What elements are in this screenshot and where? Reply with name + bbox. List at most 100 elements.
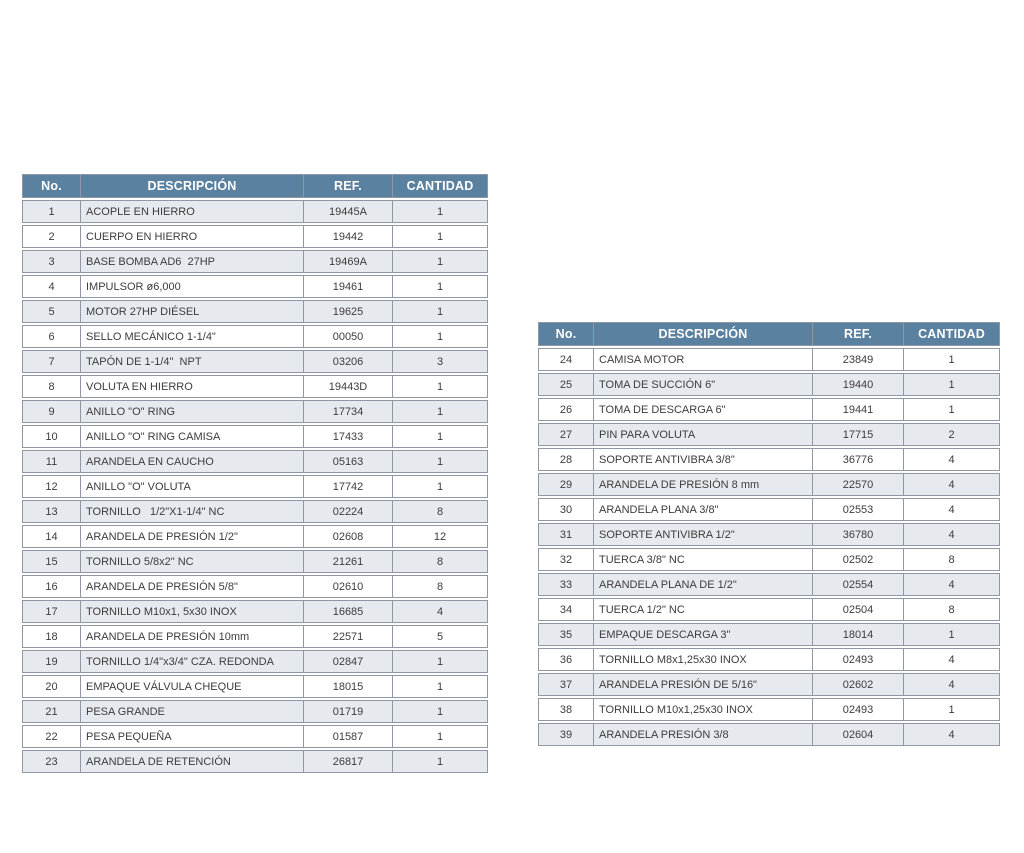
cell-no: 37 xyxy=(538,673,594,696)
parts-table-items-24-39: No. DESCRIPCIÓN REF. CANTIDAD 24 CAMISA MOTO… xyxy=(538,320,1000,748)
cell-descripcion: TORNILLO 5/8x2" NC xyxy=(81,550,304,573)
cell-descripcion: TUERCA 3/8" NC xyxy=(594,548,813,571)
column-header-ref: REF. xyxy=(304,174,393,198)
cell-no: 34 xyxy=(538,598,594,621)
cell-cantidad: 1 xyxy=(393,650,488,673)
cell-cantidad: 1 xyxy=(393,400,488,423)
cell-descripcion: SOPORTE ANTIVIBRA 3/8" xyxy=(594,448,813,471)
table-row: 34 TUERCA 1/2" NC 02504 8 xyxy=(538,598,1000,621)
cell-no: 31 xyxy=(538,523,594,546)
cell-descripcion: ARANDELA DE RETENCIÓN xyxy=(81,750,304,773)
table-row: 12 ANILLO "O" VOLUTA 17742 1 xyxy=(22,475,488,498)
cell-ref: 17715 xyxy=(813,423,904,446)
cell-no: 38 xyxy=(538,698,594,721)
cell-no: 4 xyxy=(22,275,81,298)
table-row: 21 PESA GRANDE 01719 1 xyxy=(22,700,488,723)
column-header-cantidad: CANTIDAD xyxy=(904,322,1000,346)
cell-cantidad: 1 xyxy=(393,475,488,498)
column-header-ref: REF. xyxy=(813,322,904,346)
cell-no: 18 xyxy=(22,625,81,648)
cell-descripcion: ARANDELA PLANA 3/8" xyxy=(594,498,813,521)
cell-descripcion: ARANDELA PRESIÓN 3/8 xyxy=(594,723,813,746)
cell-cantidad: 4 xyxy=(904,473,1000,496)
cell-ref: 19442 xyxy=(304,225,393,248)
cell-descripcion: TORNILLO M10x1,25x30 INOX xyxy=(594,698,813,721)
cell-no: 2 xyxy=(22,225,81,248)
cell-no: 29 xyxy=(538,473,594,496)
cell-no: 12 xyxy=(22,475,81,498)
table-row: 9 ANILLO "O" RING 17734 1 xyxy=(22,400,488,423)
cell-ref: 19440 xyxy=(813,373,904,396)
cell-ref: 02504 xyxy=(813,598,904,621)
cell-ref: 02553 xyxy=(813,498,904,521)
cell-cantidad: 8 xyxy=(393,500,488,523)
cell-no: 6 xyxy=(22,325,81,348)
cell-descripcion: PIN PARA VOLUTA xyxy=(594,423,813,446)
cell-ref: 00050 xyxy=(304,325,393,348)
cell-cantidad: 4 xyxy=(904,648,1000,671)
cell-ref: 22570 xyxy=(813,473,904,496)
cell-no: 1 xyxy=(22,200,81,223)
parts-table-right: No. DESCRIPCIÓN REF. CANTIDAD 24 CAMISA MOTO… xyxy=(538,320,1000,748)
cell-ref: 21261 xyxy=(304,550,393,573)
table-row: 19 TORNILLO 1/4"x3/4" CZA. REDONDA 02847 1 xyxy=(22,650,488,673)
table-row: 11 ARANDELA EN CAUCHO 05163 1 xyxy=(22,450,488,473)
cell-descripcion: SOPORTE ANTIVIBRA 1/2" xyxy=(594,523,813,546)
cell-descripcion: ARANDELA DE PRESIÓN 8 mm xyxy=(594,473,813,496)
cell-ref: 17742 xyxy=(304,475,393,498)
table-head: No. DESCRIPCIÓN REF. CANTIDAD xyxy=(538,322,1000,346)
cell-ref: 16685 xyxy=(304,600,393,623)
table-row: 14 ARANDELA DE PRESIÓN 1/2" 02608 12 xyxy=(22,525,488,548)
table-row: 20 EMPAQUE VÁLVULA CHEQUE 18015 1 xyxy=(22,675,488,698)
table-row: 28 SOPORTE ANTIVIBRA 3/8" 36776 4 xyxy=(538,448,1000,471)
cell-ref: 02604 xyxy=(813,723,904,746)
cell-no: 13 xyxy=(22,500,81,523)
cell-descripcion: ANILLO "O" RING xyxy=(81,400,304,423)
cell-cantidad: 8 xyxy=(904,598,1000,621)
cell-ref: 03206 xyxy=(304,350,393,373)
table-row: 24 CAMISA MOTOR 23849 1 xyxy=(538,348,1000,371)
table-row: 15 TORNILLO 5/8x2" NC 21261 8 xyxy=(22,550,488,573)
table-row: 6 SELLO MECÁNICO 1-1/4" 00050 1 xyxy=(22,325,488,348)
table-row: 27 PIN PARA VOLUTA 17715 2 xyxy=(538,423,1000,446)
table-row: 33 ARANDELA PLANA DE 1/2" 02554 4 xyxy=(538,573,1000,596)
table-row: 5 MOTOR 27HP DIÉSEL 19625 1 xyxy=(22,300,488,323)
cell-no: 23 xyxy=(22,750,81,773)
table-row: 25 TOMA DE SUCCIÓN 6" 19440 1 xyxy=(538,373,1000,396)
cell-no: 16 xyxy=(22,575,81,598)
cell-descripcion: TORNILLO 1/2"X1-1/4" NC xyxy=(81,500,304,523)
column-header-no: No. xyxy=(538,322,594,346)
cell-cantidad: 1 xyxy=(393,450,488,473)
cell-ref: 02502 xyxy=(813,548,904,571)
cell-cantidad: 1 xyxy=(393,200,488,223)
cell-no: 39 xyxy=(538,723,594,746)
table-header-row: No. DESCRIPCIÓN REF. CANTIDAD xyxy=(538,322,1000,346)
cell-ref: 17433 xyxy=(304,425,393,448)
cell-ref: 02610 xyxy=(304,575,393,598)
cell-descripcion: ANILLO "O" RING CAMISA xyxy=(81,425,304,448)
cell-descripcion: SELLO MECÁNICO 1-1/4" xyxy=(81,325,304,348)
table-row: 16 ARANDELA DE PRESIÓN 5/8" 02610 8 xyxy=(22,575,488,598)
cell-cantidad: 4 xyxy=(904,523,1000,546)
cell-no: 14 xyxy=(22,525,81,548)
cell-cantidad: 3 xyxy=(393,350,488,373)
cell-descripcion: TORNILLO M8x1,25x30 INOX xyxy=(594,648,813,671)
table-row: 22 PESA PEQUEÑA 01587 1 xyxy=(22,725,488,748)
cell-cantidad: 4 xyxy=(904,448,1000,471)
cell-cantidad: 1 xyxy=(904,398,1000,421)
cell-ref: 36780 xyxy=(813,523,904,546)
cell-no: 15 xyxy=(22,550,81,573)
cell-ref: 22571 xyxy=(304,625,393,648)
table-row: 8 VOLUTA EN HIERRO 19443D 1 xyxy=(22,375,488,398)
column-header-descripcion: DESCRIPCIÓN xyxy=(81,174,304,198)
cell-descripcion: CAMISA MOTOR xyxy=(594,348,813,371)
cell-descripcion: VOLUTA EN HIERRO xyxy=(81,375,304,398)
cell-descripcion: MOTOR 27HP DIÉSEL xyxy=(81,300,304,323)
table-row: 1 ACOPLE EN HIERRO 19445A 1 xyxy=(22,200,488,223)
cell-cantidad: 1 xyxy=(393,425,488,448)
cell-no: 7 xyxy=(22,350,81,373)
cell-cantidad: 1 xyxy=(393,275,488,298)
cell-no: 22 xyxy=(22,725,81,748)
cell-cantidad: 5 xyxy=(393,625,488,648)
